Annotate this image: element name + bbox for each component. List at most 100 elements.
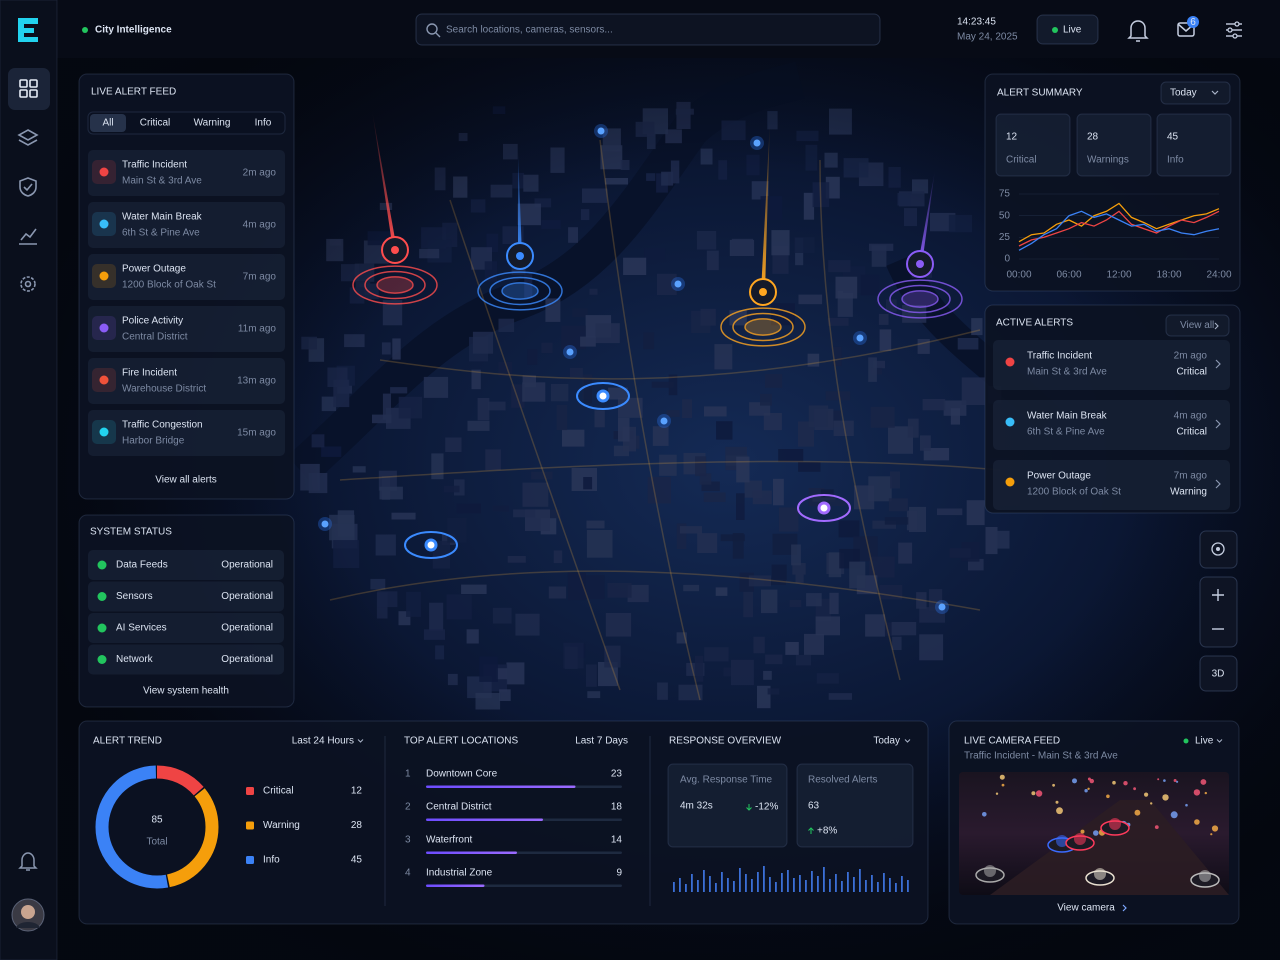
filter-tab[interactable]: All (102, 118, 113, 129)
sparkline-bar (679, 878, 681, 892)
dropdown-chevron (1211, 90, 1219, 95)
nav-icon[interactable] (19, 228, 37, 245)
bell-icon[interactable] (1127, 20, 1149, 42)
filter-tab[interactable]: Warning (194, 118, 231, 129)
status-dot (82, 27, 88, 33)
alert-title: Power Outage (122, 264, 186, 275)
status-row (88, 613, 284, 643)
alert-location: 6th St & Pine Ave (122, 228, 200, 239)
location-name: Downtown Core (426, 769, 498, 780)
period-label[interactable]: Last 24 Hours (292, 736, 354, 747)
sensor-dot[interactable] (856, 334, 864, 342)
sparkline-bar (751, 879, 753, 892)
alert-title: Water Main Break (1027, 411, 1108, 422)
camera-light (1193, 789, 1201, 796)
message-icon[interactable] (1177, 22, 1195, 37)
nav-icon[interactable] (20, 276, 36, 292)
camera-light (1200, 779, 1207, 785)
alert-title: Police Activity (122, 316, 183, 327)
sparkline-bar (769, 877, 771, 892)
sensor-dot[interactable] (597, 127, 605, 135)
alert-item[interactable] (88, 202, 285, 248)
sensor-dot[interactable] (321, 520, 329, 528)
map-pin[interactable] (596, 389, 610, 403)
period-dropdown[interactable] (1160, 81, 1231, 105)
up-arrow (808, 827, 814, 834)
summary-value: 12 (1006, 132, 1018, 143)
zoom-in-icon[interactable] (1212, 589, 1224, 601)
camera-light (1112, 780, 1116, 785)
metric-label: Avg. Response Time (680, 775, 773, 786)
legend-label: Info (263, 855, 280, 866)
alert-severity: Critical (1176, 367, 1207, 378)
alert-item[interactable] (88, 150, 285, 196)
nav-icon[interactable] (17, 129, 39, 146)
sparkline-bar (685, 884, 687, 892)
status-indicator (97, 560, 107, 570)
pin-icon (516, 252, 524, 260)
avatar-body (16, 922, 40, 928)
view-all-button[interactable] (1165, 314, 1230, 337)
sensor-dot[interactable] (753, 139, 761, 147)
status-value: Operational (221, 560, 273, 571)
camera-status[interactable]: Live (1195, 736, 1214, 747)
sparkline-bar (811, 871, 813, 892)
alert-location: 1200 Block of Oak St (1027, 487, 1121, 498)
sparkline-bar (853, 877, 855, 892)
filter-tab[interactable]: Critical (140, 118, 171, 129)
map-pin[interactable] (424, 538, 438, 552)
alert-beam (518, 150, 522, 256)
nav-icon[interactable] (19, 79, 38, 98)
camera-light (995, 792, 999, 795)
view-mode-label: 3D (1212, 669, 1225, 680)
view-system-health-link[interactable]: View system health (143, 686, 229, 697)
settings-knob (1232, 33, 1238, 39)
status-name: AI Services (116, 623, 167, 634)
live-label: Live (1063, 25, 1082, 36)
sensor-dot[interactable] (938, 603, 946, 611)
pin-icon (916, 260, 924, 268)
map-pin[interactable] (817, 501, 831, 515)
status-row (88, 581, 284, 612)
live-button[interactable] (1036, 14, 1099, 45)
sidebar-bell[interactable] (18, 852, 38, 871)
zoom-control[interactable] (1199, 576, 1238, 648)
sensor-dot[interactable] (674, 280, 682, 288)
alert-time: 7m ago (1174, 471, 1208, 482)
view-all-alerts-link[interactable]: View all alerts (155, 475, 217, 486)
dropdown-chevron (357, 739, 364, 743)
message-badge (1187, 16, 1199, 28)
pin-ring (489, 276, 551, 306)
camera-light (1031, 791, 1036, 796)
sparkline-bar (745, 874, 747, 892)
clock-date: May 24, 2025 (957, 32, 1018, 43)
alert-item[interactable] (88, 254, 285, 300)
alert-item[interactable] (88, 410, 285, 456)
sparkline-bar (841, 881, 843, 892)
active-alert-item[interactable] (993, 460, 1230, 510)
camera-subtitle: Traffic Incident - Main St & 3rd Ave (964, 751, 1118, 762)
alert-title: Traffic Incident (1027, 351, 1092, 362)
donut-segment (95, 765, 219, 889)
view-mode-button[interactable] (1199, 655, 1238, 692)
sensor-dot[interactable] (660, 417, 668, 425)
location-rank: 2 (405, 802, 411, 813)
alert-time: 11m ago (238, 324, 277, 335)
search-box[interactable] (415, 13, 881, 46)
series-line (1018, 202, 1220, 243)
nav-icon[interactable] (19, 177, 37, 197)
filter-tab[interactable]: Info (255, 118, 272, 129)
active-alert-item[interactable] (993, 340, 1230, 390)
alert-item[interactable] (88, 306, 285, 352)
alert-item[interactable] (88, 358, 285, 404)
period-label[interactable]: Today (873, 736, 900, 747)
view-camera-link[interactable]: View camera (1057, 903, 1115, 914)
active-alert-item[interactable] (993, 400, 1230, 450)
sparkline-bar (733, 881, 735, 892)
sparkline-bar (763, 866, 765, 892)
logo (18, 18, 38, 42)
period-label[interactable]: Last 7 Days (575, 736, 628, 747)
sensor-dot[interactable] (566, 348, 574, 356)
section-title: LIVE CAMERA FEED (964, 736, 1060, 747)
camera-light (1204, 791, 1208, 795)
